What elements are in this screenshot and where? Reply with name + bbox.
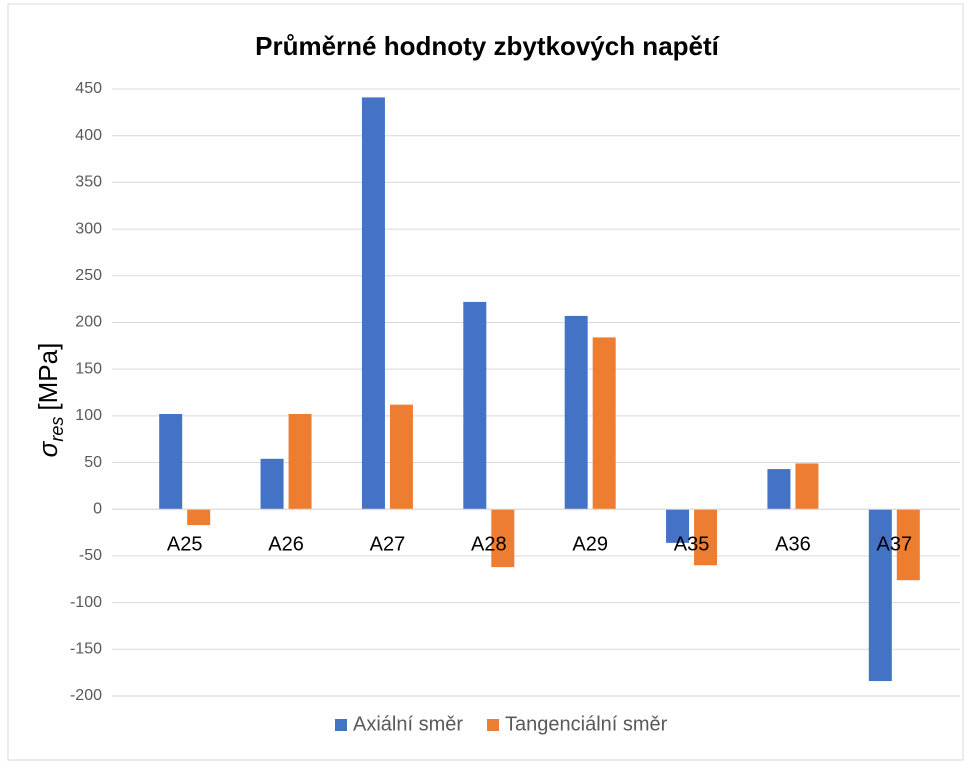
x-tick-label: A29	[572, 534, 608, 556]
bar	[187, 509, 211, 526]
y-tick-label: -150	[70, 641, 102, 658]
y-label-unit: [MPa]	[33, 343, 63, 411]
bar	[564, 315, 588, 510]
y-tick-label: 400	[75, 127, 102, 144]
bar	[767, 469, 791, 510]
y-label-symbol: σ	[33, 440, 63, 457]
bar	[592, 337, 616, 510]
bar	[666, 509, 690, 543]
x-tick-label: A37	[877, 534, 913, 556]
y-tick-label: 300	[75, 220, 102, 237]
y-tick-label: 150	[75, 360, 102, 377]
y-tick-label: 0	[93, 500, 102, 517]
y-tick-label: 200	[75, 314, 102, 331]
x-tick-label: A36	[775, 534, 811, 556]
y-tick-label: 350	[75, 174, 102, 191]
bar	[896, 509, 920, 581]
legend-swatch	[487, 719, 500, 731]
x-tick-label: A35	[674, 534, 710, 556]
legend-label: Axiální směr	[353, 713, 463, 735]
y-tick-label: 250	[75, 267, 102, 284]
y-tick-label: 450	[75, 80, 102, 97]
x-tick-label: A25	[167, 534, 203, 556]
y-tick-label: -100	[70, 594, 102, 611]
bar	[260, 458, 284, 510]
y-axis-label: σres [MPa]	[33, 343, 67, 458]
legend-swatch	[335, 719, 347, 731]
bar	[694, 509, 718, 566]
bar	[361, 97, 385, 510]
y-tick-label: 100	[75, 407, 102, 424]
y-tick-label: -200	[70, 687, 102, 704]
bar	[159, 413, 183, 510]
y-tick-label: 50	[84, 454, 102, 471]
bar	[288, 413, 312, 510]
legend-label: Tangenciální směr	[505, 713, 668, 735]
x-tick-label: A28	[471, 534, 507, 556]
x-tick-label: A26	[268, 534, 304, 556]
bar	[463, 301, 487, 510]
chart-title: Průměrné hodnoty zbytkových napětí	[255, 31, 720, 61]
bar	[389, 404, 413, 510]
bar	[491, 509, 515, 568]
y-tick-label: -50	[79, 547, 102, 564]
bar	[795, 463, 819, 510]
y-label-subscript: res	[47, 417, 67, 442]
bar	[868, 509, 892, 682]
x-tick-label: A27	[370, 534, 406, 556]
